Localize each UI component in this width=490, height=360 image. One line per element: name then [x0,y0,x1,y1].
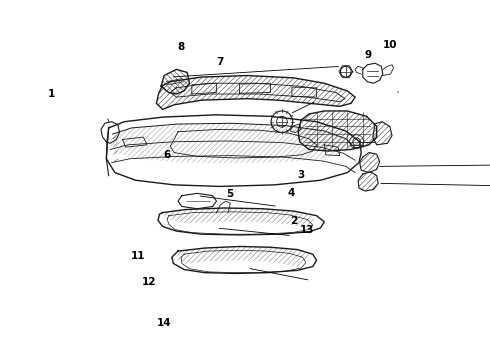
Text: 3: 3 [298,170,305,180]
Text: 11: 11 [131,251,146,261]
Text: 7: 7 [216,57,223,67]
Text: 13: 13 [300,225,315,235]
Text: 5: 5 [226,189,233,199]
Text: 1: 1 [48,89,55,99]
Text: 8: 8 [178,42,185,52]
Text: 12: 12 [142,276,157,287]
Text: 9: 9 [365,50,372,60]
Text: 4: 4 [288,188,295,198]
Text: 10: 10 [383,40,397,50]
Text: 6: 6 [163,150,170,160]
Text: 14: 14 [157,318,172,328]
Text: 2: 2 [291,216,297,226]
